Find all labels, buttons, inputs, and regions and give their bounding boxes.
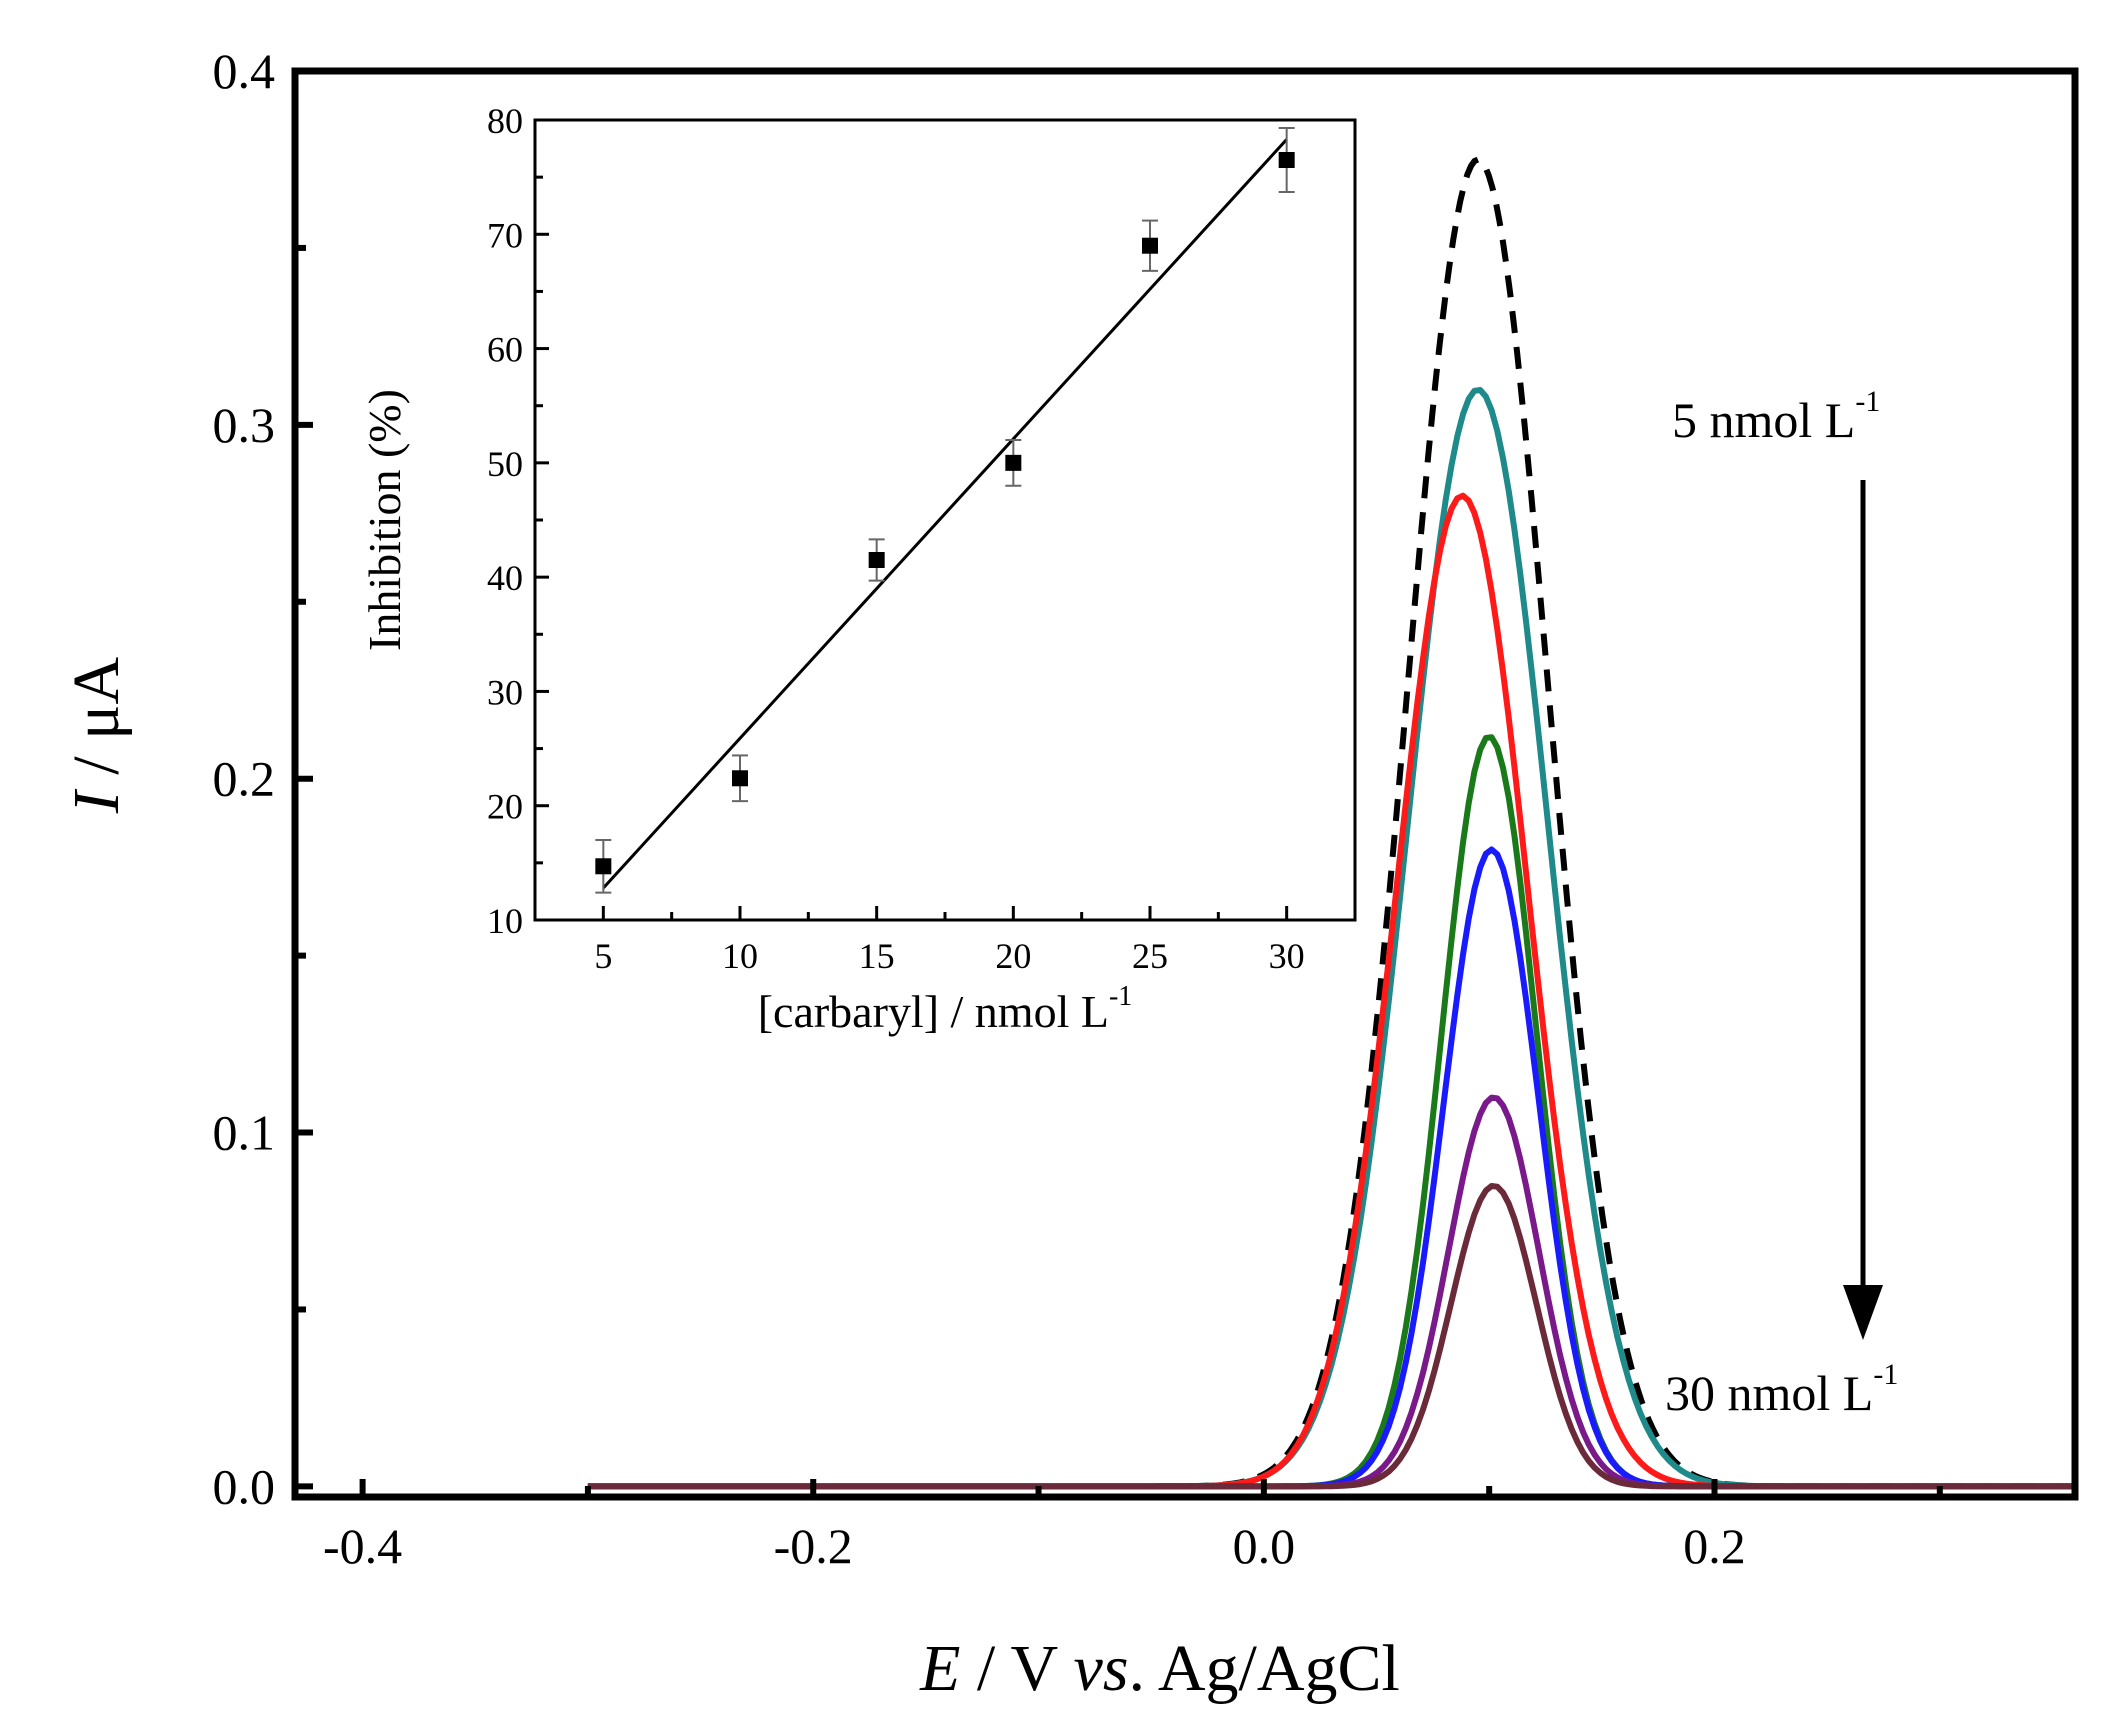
- inset-point-2: [868, 552, 885, 568]
- main-chart: 0.0 0.1 0.2 0.3 0.4 -0.4 -0.2 0.0 0.2 I / μA E …: [60, 43, 2079, 1705]
- main-y-tick-label-3: 0.3: [213, 397, 276, 453]
- annotation-bottom-sup: -1: [1873, 1358, 1898, 1391]
- inset-chart: 10 20 30 40 50 60 70 80 5 10 15 20 25 30 Inhibition …: [359, 101, 1357, 1037]
- main-y-tick-label-0: 0.0: [213, 1458, 276, 1514]
- main-y-tick-label-2: 0.2: [213, 751, 276, 807]
- main-x-axis-label-vs: vs: [1074, 1632, 1129, 1705]
- annotation-arrow-head: [1843, 1285, 1883, 1340]
- inset-x-axis-label: [carbaryl] / nmol L-1: [758, 981, 1133, 1037]
- series-line-6: [587, 1183, 2075, 1490]
- main-y-ticks: 0.0 0.1 0.2 0.3 0.4: [213, 43, 313, 1514]
- annotation-bottom-text: 30 nmol L: [1665, 1365, 1873, 1421]
- inset-point-0: [595, 858, 612, 875]
- inset-y-tick-label-2: 30: [487, 672, 523, 712]
- annotation-top-text: 5 nmol L: [1672, 392, 1855, 448]
- main-y-axis-label-unit: / μA: [60, 656, 133, 791]
- inset-y-tick-label-6: 70: [487, 215, 523, 255]
- inset-x-tick-label-5: 30: [1269, 936, 1305, 976]
- inset-x-axis-label-text: [carbaryl] / nmol L: [758, 986, 1109, 1037]
- inset-x-axis-label-sup: -1: [1109, 981, 1132, 1012]
- inset-point-5: [1278, 152, 1295, 168]
- main-x-ticks: -0.4 -0.2 0.0 0.2: [323, 1479, 1943, 1574]
- main-x-tick-label-0: -0.4: [323, 1518, 402, 1574]
- annotation-bottom: 30 nmol L-1: [1665, 1358, 1898, 1421]
- inset-y-tick-label-5: 60: [487, 330, 523, 370]
- annotation-top: 5 nmol L-1: [1672, 385, 1880, 448]
- main-series-group: [587, 156, 2075, 1490]
- main-x-axis-label-symbol: E: [919, 1632, 960, 1705]
- inset-x-tick-label-1: 10: [722, 936, 758, 976]
- inset-fit-group: [602, 138, 1288, 890]
- main-y-axis-label-symbol: I: [60, 788, 133, 814]
- inset-point-3: [1005, 454, 1022, 471]
- inset-y-tick-label-4: 50: [487, 444, 523, 484]
- main-y-tick-label-1: 0.1: [213, 1105, 276, 1161]
- inset-y-tick-label-0: 10: [487, 901, 523, 941]
- main-x-tick-label-2: 0.0: [1233, 1518, 1296, 1574]
- main-x-axis-label: E / V vs. Ag/AgCl: [919, 1632, 1400, 1705]
- inset-point-1: [732, 770, 748, 787]
- main-x-tick-label-1: -0.2: [774, 1518, 853, 1574]
- inset-x-tick-label-0: 5: [594, 936, 612, 976]
- inset-y-ticks: 10 20 30 40 50 60 70 80: [487, 101, 549, 941]
- inset-y-tick-label-7: 80: [487, 101, 523, 141]
- inset-background: [535, 120, 1355, 920]
- inset-point-4: [1142, 237, 1158, 254]
- main-plot-frame: [291, 67, 2079, 1501]
- inset-y-tick-label-3: 40: [487, 558, 523, 598]
- main-y-axis-label: I / μA: [60, 656, 133, 814]
- inset-x-tick-label-3: 20: [995, 936, 1031, 976]
- inset-x-tick-label-2: 15: [859, 936, 895, 976]
- inset-fit-line: [602, 138, 1288, 890]
- main-x-axis-label-ref: . Ag/AgCl: [1129, 1632, 1400, 1705]
- main-x-axis-label-unit: / V: [960, 1632, 1073, 1705]
- main-y-tick-label-4: 0.4: [213, 43, 276, 99]
- annotation-top-sup: -1: [1855, 385, 1880, 418]
- main-x-tick-label-3: 0.2: [1683, 1518, 1746, 1574]
- inset-x-tick-label-4: 25: [1132, 936, 1168, 976]
- inset-x-ticks: 5 10 15 20 25 30: [594, 906, 1305, 976]
- inset-points-group: [595, 127, 1295, 894]
- inset-y-tick-label-1: 20: [487, 787, 523, 827]
- inset-y-axis-label: Inhibition (%): [359, 389, 410, 651]
